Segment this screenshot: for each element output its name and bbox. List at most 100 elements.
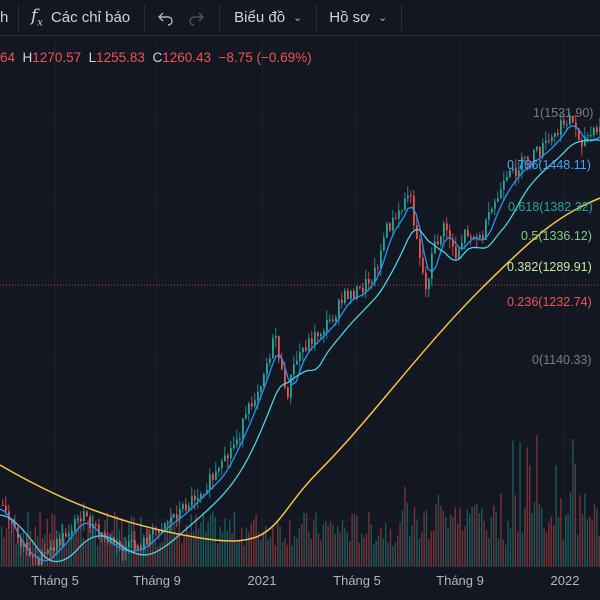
interval-button[interactable]: h	[0, 0, 14, 36]
candle-body	[116, 541, 118, 546]
volume-bar	[226, 530, 228, 566]
volume-bar	[149, 533, 152, 566]
volume-bar	[382, 538, 384, 566]
candle-body	[563, 120, 565, 125]
volume-bar	[217, 543, 219, 566]
candle-body	[467, 229, 469, 237]
candle-body	[275, 336, 277, 339]
candle-body	[65, 533, 67, 537]
volume-bar	[257, 532, 260, 566]
volume-bar	[176, 533, 178, 566]
volume-bar	[188, 532, 190, 566]
volume-bar	[178, 515, 180, 566]
candle-body	[338, 299, 340, 318]
candle-body	[590, 135, 592, 137]
volume-bar	[68, 531, 70, 566]
volume-bar	[248, 532, 250, 566]
volume-bar	[262, 531, 264, 566]
volume-bar	[27, 512, 29, 566]
volume-bar	[416, 520, 418, 566]
volume-bar	[418, 538, 420, 566]
volume-bar	[99, 533, 101, 566]
price-chart[interactable]	[0, 40, 600, 566]
volume-bar	[593, 503, 596, 566]
redo-button[interactable]	[175, 0, 219, 36]
volume-bar	[305, 512, 308, 566]
volume-bar	[70, 523, 72, 566]
volume-bar	[437, 494, 440, 566]
candle-body	[101, 532, 103, 535]
candle-body	[371, 281, 373, 284]
volume-bar	[15, 543, 17, 566]
candle-body	[110, 537, 112, 543]
toolbar-divider	[401, 4, 403, 31]
chart-menu-button[interactable]: Biểu đồ ⌄	[220, 0, 316, 36]
candle-body	[179, 509, 181, 519]
candle-body	[26, 542, 28, 549]
volume-bar	[320, 540, 322, 566]
candle-body	[353, 291, 355, 299]
volume-bar	[147, 528, 149, 566]
volume-bar	[389, 528, 392, 566]
fib-level-label: 0.382(1289.91)	[507, 260, 592, 274]
volume-bar	[440, 506, 442, 566]
indicators-button[interactable]: fx Các chỉ báo	[19, 0, 144, 36]
volume-bar	[260, 539, 262, 566]
volume-bar	[394, 542, 396, 566]
ma-mid-line	[0, 139, 600, 563]
volume-bar	[341, 519, 344, 566]
volume-bar	[308, 531, 310, 566]
candle-body	[23, 542, 25, 547]
candle-body	[95, 524, 97, 526]
candle-body	[455, 246, 457, 259]
candle-body	[326, 319, 328, 332]
volume-bar	[442, 510, 444, 566]
volume-bar	[411, 524, 413, 566]
volume-bar	[433, 530, 435, 566]
candle-body	[575, 122, 577, 129]
profile-menu-button[interactable]: Hồ sơ ⌄	[317, 0, 401, 36]
undo-button[interactable]	[145, 0, 175, 36]
volume-bar	[370, 524, 372, 566]
candle-body	[488, 212, 490, 220]
volume-bar	[142, 540, 144, 566]
volume-bar	[521, 532, 524, 566]
candle-body	[206, 489, 208, 494]
volume-bar	[269, 537, 272, 566]
candle-body	[374, 267, 376, 282]
candle-body	[335, 317, 337, 322]
time-axis[interactable]: Tháng 5 Tháng 9 2021 Tháng 5 Tháng 9 2022	[0, 566, 600, 600]
candle-body	[272, 338, 274, 359]
volume-bar	[255, 514, 257, 566]
volume-bar	[221, 532, 224, 566]
volume-bar	[409, 536, 411, 566]
candle-body	[74, 519, 76, 531]
volume-bar	[125, 540, 128, 566]
toolbar-divider	[219, 4, 221, 31]
candle-body	[287, 387, 289, 398]
candle-body	[566, 124, 568, 126]
candle-body	[536, 146, 538, 151]
volume-bar	[565, 515, 567, 566]
volume-bar	[589, 516, 591, 566]
candle-body	[239, 438, 241, 440]
volume-bar	[548, 521, 550, 566]
volume-bar	[569, 492, 572, 566]
volume-bar	[488, 537, 490, 566]
volume-bar	[3, 537, 5, 566]
ma-long-line	[0, 197, 600, 542]
chevron-down-icon: ⌄	[293, 12, 303, 24]
volume-bar	[591, 520, 593, 566]
volume-bar	[531, 513, 533, 566]
volume-bar	[277, 520, 279, 566]
volume-bar	[536, 435, 538, 566]
candle-body	[236, 439, 238, 445]
volume-bar	[58, 531, 60, 566]
candle-body	[362, 287, 364, 293]
candle-body	[470, 236, 472, 238]
candle-body	[386, 223, 388, 238]
volume-bar	[104, 520, 106, 566]
candle-body	[506, 176, 508, 181]
volume-bar	[574, 463, 576, 566]
volume-bar	[524, 507, 526, 566]
